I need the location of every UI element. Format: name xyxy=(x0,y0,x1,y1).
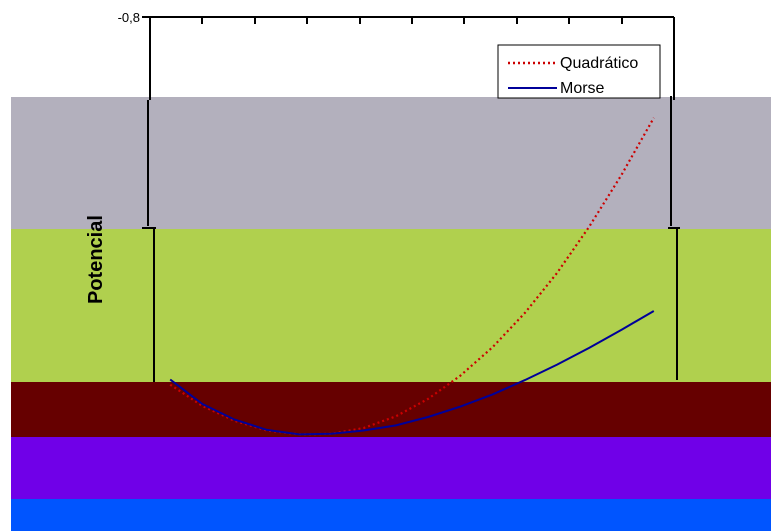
y-axis-label: Potencial xyxy=(85,215,107,304)
series-line-morse xyxy=(169,310,655,436)
gray-band xyxy=(11,97,771,230)
legend-box xyxy=(497,44,661,99)
olive-band xyxy=(11,229,771,384)
legend-label-quadratico: Quadrático xyxy=(560,55,638,72)
maroon-band xyxy=(11,382,771,439)
purple-band xyxy=(11,437,771,501)
legend-label-morse: Morse xyxy=(560,80,605,97)
series-layer xyxy=(169,117,655,436)
y-tick-label: -0,8 xyxy=(118,10,140,25)
blue-band xyxy=(11,499,771,531)
